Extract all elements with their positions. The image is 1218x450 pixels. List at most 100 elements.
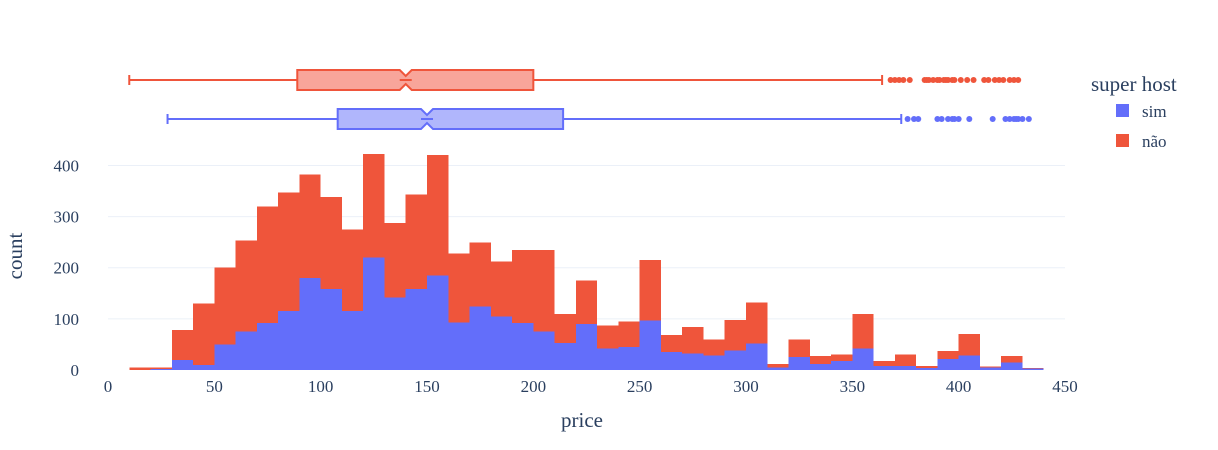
- histogram-bar-nao: [384, 223, 406, 298]
- histogram-bar-sim: [405, 289, 427, 370]
- legend-title: super host: [1091, 72, 1177, 96]
- box-outlier-nao: [1015, 77, 1022, 83]
- legend-swatch-nao: [1116, 134, 1129, 147]
- box-outlier-nao: [996, 77, 1003, 83]
- histogram-bar-sim: [958, 355, 980, 370]
- histogram-bar-sim: [746, 343, 768, 370]
- histogram-bar-sim: [894, 365, 917, 370]
- x-tick-label: 100: [308, 377, 334, 396]
- box-outlier-sim: [989, 116, 996, 122]
- histogram-bar-nao: [618, 321, 640, 347]
- box-outlier-nao: [891, 77, 898, 83]
- box-outlier-sim: [951, 116, 958, 122]
- bars-layer: [129, 154, 1044, 370]
- histogram-bar-nao: [299, 174, 321, 278]
- histogram-bar-sim: [299, 277, 321, 370]
- y-tick-label: 0: [71, 361, 80, 380]
- legend: super host sim não: [1091, 72, 1177, 151]
- histogram-bar-sim: [1022, 368, 1044, 370]
- legend-item-sim[interactable]: sim: [1116, 102, 1167, 121]
- histogram-bar-nao: [1022, 367, 1044, 369]
- box-outlier-nao: [1000, 77, 1007, 83]
- histogram-bar-nao: [682, 327, 704, 354]
- box-outlier-sim: [1019, 116, 1026, 122]
- histogram-bar-nao: [831, 354, 853, 361]
- histogram-bar-sim: [193, 364, 215, 370]
- histogram-bar-nao: [575, 280, 598, 324]
- legend-item-nao[interactable]: não: [1116, 132, 1167, 151]
- histogram-bar-nao: [597, 325, 619, 349]
- x-tick-label: 450: [1052, 377, 1078, 396]
- histogram-bar-sim: [575, 323, 598, 370]
- x-tick-label: 50: [206, 377, 223, 396]
- histogram-bar-sim: [214, 344, 236, 370]
- box-outlier-nao: [991, 77, 998, 83]
- y-tick-label: 100: [54, 310, 80, 329]
- box-outlier-sim: [945, 116, 952, 122]
- histogram-bar-sim: [597, 348, 619, 370]
- histogram-bar-nao: [214, 267, 236, 345]
- histogram-bar-sim: [618, 346, 640, 370]
- x-axis-ticks: 0 50 100 150 200 250 300 350 400 450: [104, 377, 1078, 396]
- histogram-bar-sim: [341, 311, 364, 370]
- histogram-bar-nao: [958, 334, 980, 356]
- histogram-bar-nao: [363, 154, 385, 258]
- box-outlier-nao: [981, 77, 988, 83]
- histogram-bar-sim: [278, 311, 300, 370]
- histogram-bar-nao: [512, 249, 534, 323]
- legend-label-nao: não: [1142, 132, 1167, 151]
- histogram-bar-sim: [831, 360, 853, 370]
- histogram-bar-nao: [937, 351, 959, 359]
- box-outlier-sim: [966, 116, 973, 122]
- box-outlier-sim: [1015, 116, 1022, 122]
- x-tick-label: 350: [840, 377, 866, 396]
- legend-swatch-sim: [1116, 104, 1129, 117]
- histogram-bar-nao: [235, 240, 257, 332]
- histogram-bar-sim: [384, 297, 406, 370]
- y-tick-label: 300: [54, 208, 80, 227]
- box-outlier-nao: [930, 77, 937, 83]
- box-outlier-sim: [938, 116, 945, 122]
- histogram-bar-sim: [703, 355, 725, 370]
- box-outlier-sim: [934, 116, 941, 122]
- histogram-bar-nao: [490, 261, 513, 317]
- histogram-bar-nao: [873, 360, 895, 366]
- histogram-bar-sim: [363, 257, 385, 370]
- histogram-bar-nao: [746, 302, 768, 344]
- histogram-bar-sim: [448, 322, 470, 370]
- histogram-bar-nao: [852, 313, 874, 349]
- x-tick-label: 400: [946, 377, 972, 396]
- histogram-bar-nao: [639, 260, 661, 321]
- box-outlier-sim: [1002, 116, 1009, 122]
- histogram-bar-sim: [852, 348, 874, 370]
- box-outlier-nao: [906, 77, 913, 83]
- y-axis-title: count: [3, 233, 27, 280]
- boxplot-layer: [128, 69, 1032, 130]
- histogram-bar-nao: [171, 330, 194, 360]
- box-outlier-sim: [1025, 116, 1032, 122]
- histogram-bar-nao: [469, 242, 491, 307]
- box-outlier-nao: [925, 77, 932, 83]
- histogram-bar-sim: [916, 367, 938, 370]
- histogram-bar-sim: [1001, 362, 1023, 370]
- histogram-bar-nao: [193, 303, 215, 365]
- histogram-bar-nao: [427, 155, 449, 276]
- histogram-bar-sim: [320, 289, 342, 370]
- x-tick-label: 200: [521, 377, 547, 396]
- box-outlier-nao: [951, 77, 958, 83]
- histogram-bar-sim: [660, 352, 683, 370]
- legend-label-sim: sim: [1142, 102, 1167, 121]
- histogram-bar-sim: [533, 331, 555, 370]
- box-outlier-nao: [936, 77, 943, 83]
- histogram-bar-nao: [703, 339, 725, 356]
- histogram-bar-sim: [724, 350, 746, 370]
- histogram-bar-nao: [405, 194, 427, 290]
- histogram-bar-sim: [767, 367, 789, 370]
- histogram-bar-nao: [788, 339, 810, 358]
- box-outlier-nao: [964, 77, 971, 83]
- histogram-bar-sim: [427, 275, 449, 370]
- box-outlier-nao: [945, 77, 952, 83]
- histogram-bar-nao: [894, 354, 917, 366]
- box-outlier-sim: [915, 116, 922, 122]
